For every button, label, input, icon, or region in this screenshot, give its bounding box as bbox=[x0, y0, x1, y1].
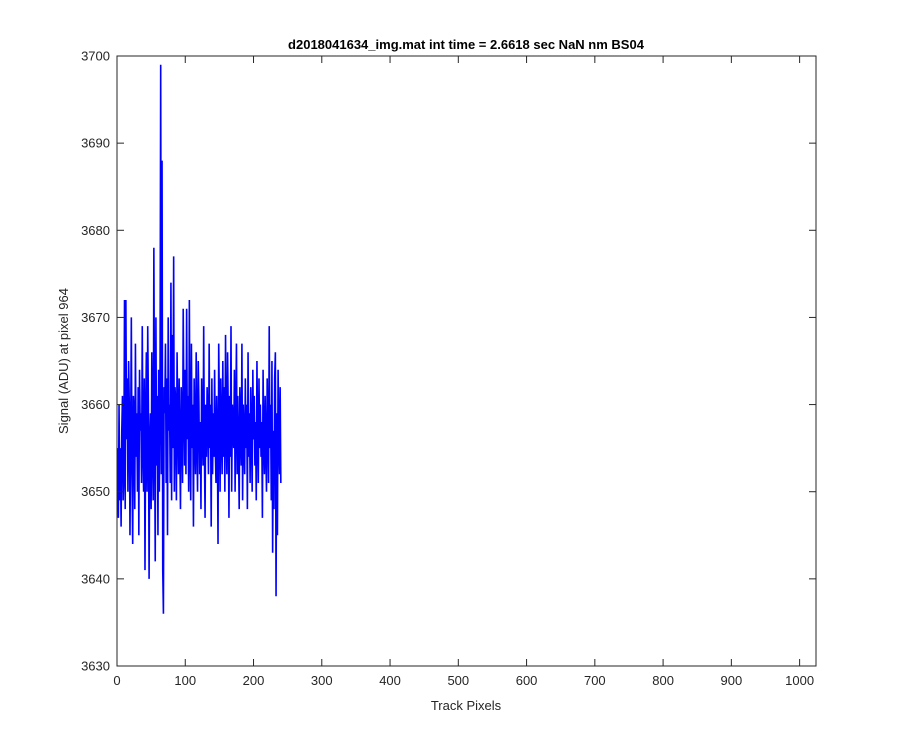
x-tick-label: 1000 bbox=[785, 673, 814, 688]
x-tick-label: 100 bbox=[174, 673, 196, 688]
x-tick-label: 700 bbox=[584, 673, 606, 688]
chart-title: d2018041634_img.mat int time = 2.6618 se… bbox=[288, 37, 645, 52]
x-tick-label: 900 bbox=[721, 673, 743, 688]
x-tick-label: 300 bbox=[311, 673, 333, 688]
y-tick-label: 3630 bbox=[81, 659, 110, 674]
x-tick-label: 600 bbox=[516, 673, 538, 688]
y-tick-label: 3690 bbox=[81, 136, 110, 151]
y-tick-label: 3650 bbox=[81, 484, 110, 499]
series-line-0 bbox=[116, 64, 282, 614]
y-tick-label: 3700 bbox=[81, 49, 110, 64]
y-axis: 3630 3640 3650 3660 3670 3680 3690 3700 bbox=[81, 49, 816, 674]
x-axis: 0 100 200 300 400 500 600 700 800 900 1000 bbox=[113, 56, 814, 688]
plot-area bbox=[117, 56, 816, 666]
series-layer bbox=[116, 64, 282, 614]
y-tick-label: 3680 bbox=[81, 223, 110, 238]
y-tick-label: 3670 bbox=[81, 310, 110, 325]
y-axis-label: Signal (ADU) at pixel 964 bbox=[56, 288, 71, 434]
x-tick-label: 0 bbox=[113, 673, 120, 688]
x-tick-label: 800 bbox=[652, 673, 674, 688]
x-tick-label: 400 bbox=[379, 673, 401, 688]
x-tick-label: 200 bbox=[243, 673, 265, 688]
y-tick-label: 3640 bbox=[81, 571, 110, 586]
plot-frame bbox=[116, 55, 817, 667]
x-tick-label: 500 bbox=[447, 673, 469, 688]
x-axis-label: Track Pixels bbox=[431, 698, 502, 713]
y-tick-label: 3660 bbox=[81, 397, 110, 412]
